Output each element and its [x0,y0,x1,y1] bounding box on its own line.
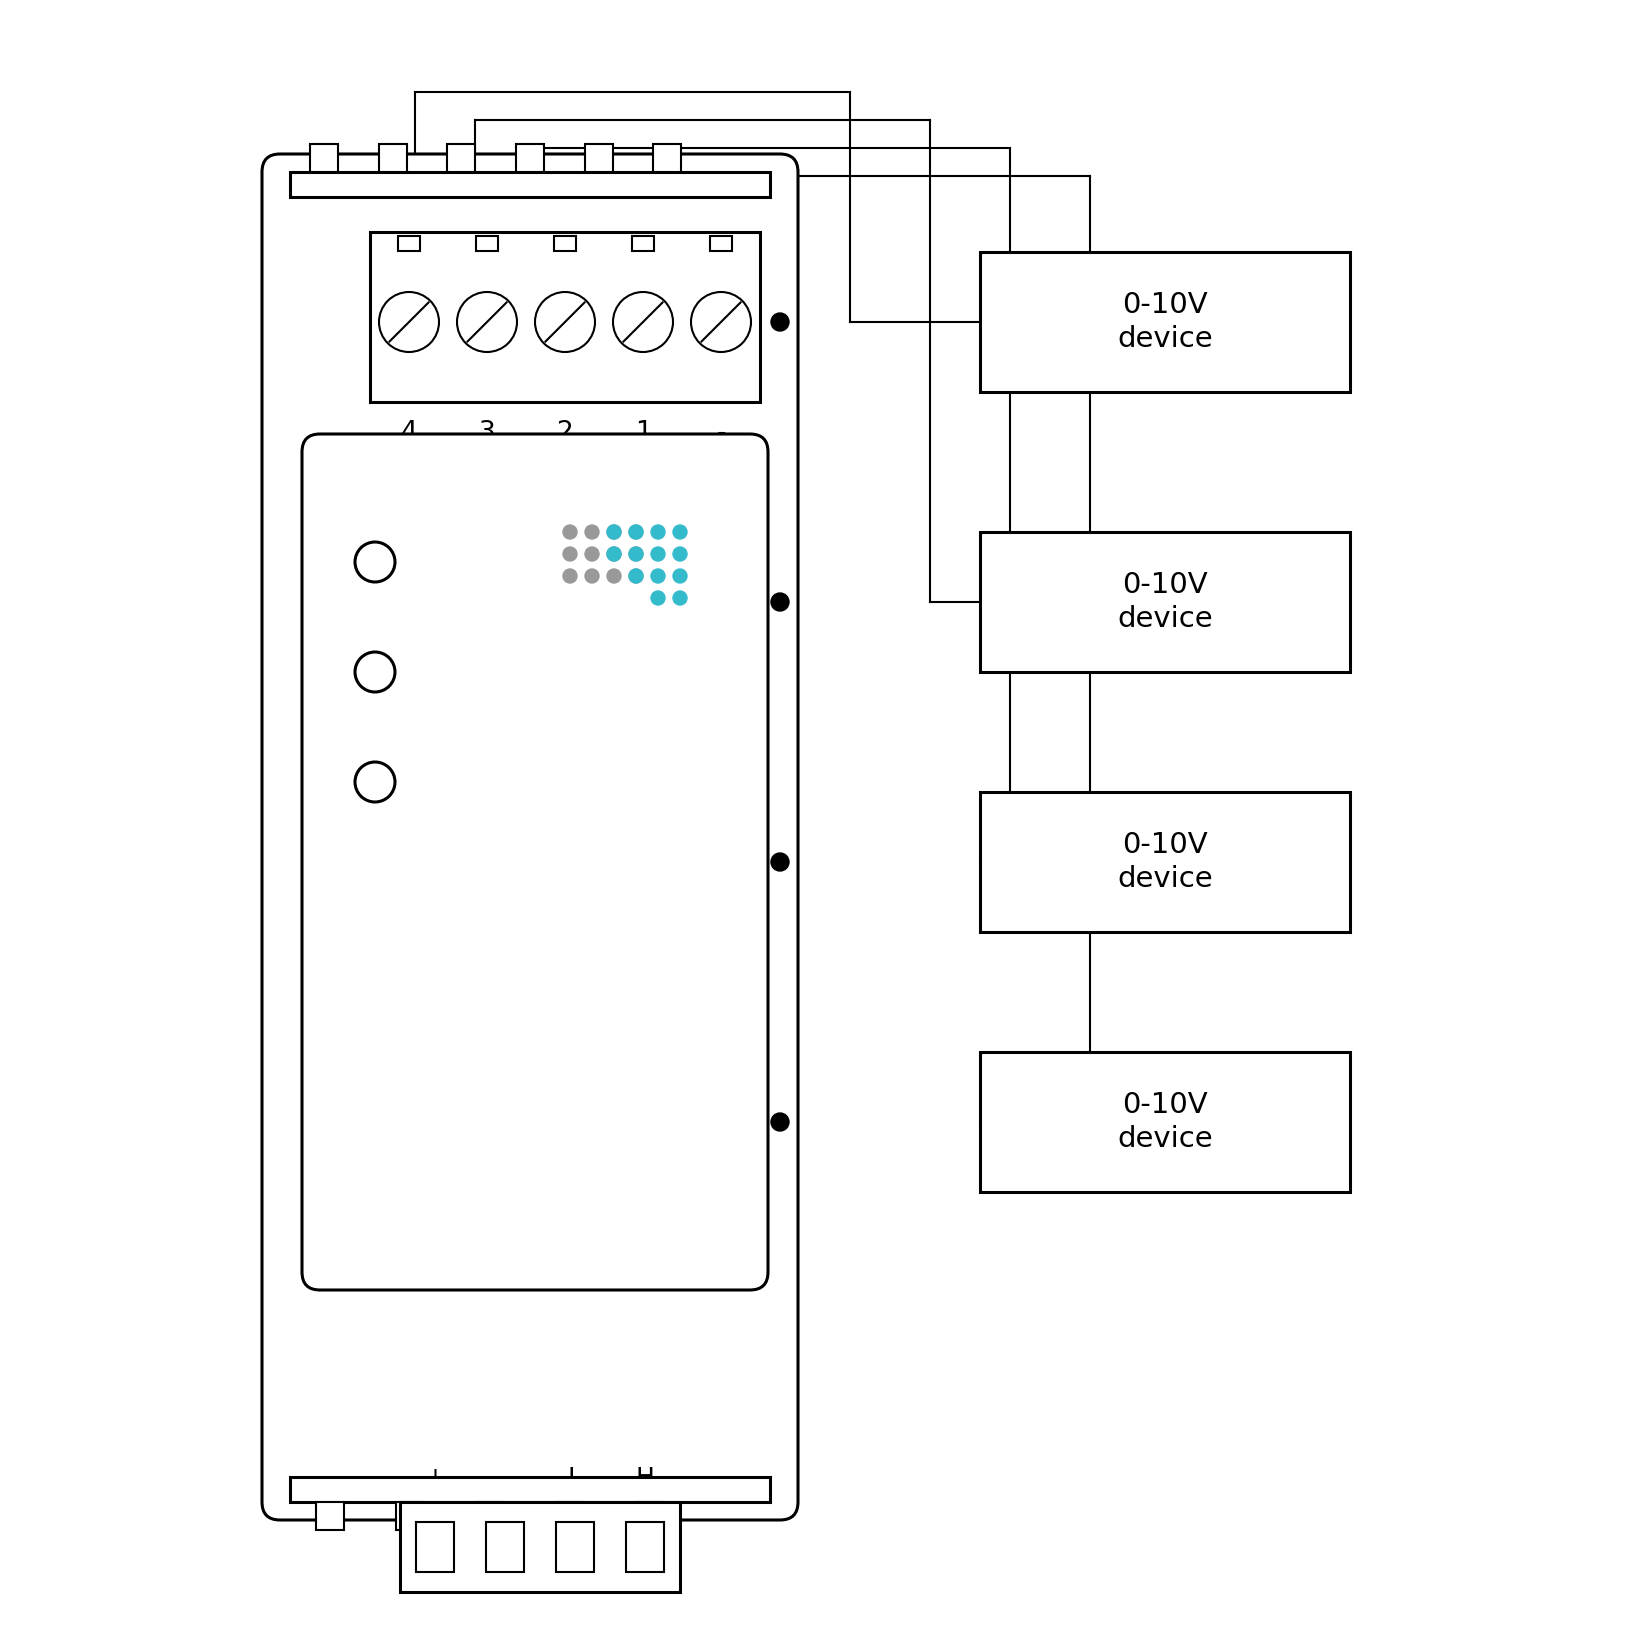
Circle shape [563,568,577,583]
Circle shape [585,568,600,583]
Circle shape [563,525,577,539]
Circle shape [651,525,666,539]
Text: L: L [568,1465,582,1490]
Circle shape [378,292,439,352]
Text: ERR: ERR [415,767,486,798]
FancyBboxPatch shape [302,434,768,1290]
Bar [557,1502,585,1530]
FancyBboxPatch shape [263,154,798,1520]
Bar [396,1502,425,1530]
Text: PWR: PWR [415,547,499,578]
Bar [398,236,420,251]
Circle shape [458,292,517,352]
Circle shape [651,591,666,605]
Bar [476,236,497,251]
Bar [476,1502,504,1530]
Circle shape [629,525,643,539]
Circle shape [771,312,790,330]
Circle shape [613,292,672,352]
Circle shape [606,547,621,562]
Text: +: + [425,1465,446,1490]
Text: -: - [717,420,725,446]
Text: 0-10V
device: 0-10V device [1117,570,1213,633]
Bar [636,1502,664,1530]
Circle shape [672,525,687,539]
Circle shape [629,568,643,583]
Circle shape [355,542,395,582]
Circle shape [606,547,621,562]
Bar [626,1521,664,1573]
Bar [311,144,339,172]
Text: ACT: ACT [415,656,486,687]
Circle shape [585,547,600,562]
Bar [486,1521,524,1573]
Text: 4: 4 [401,420,418,446]
Circle shape [535,292,595,352]
Circle shape [651,547,666,562]
Circle shape [651,568,666,583]
Text: 0-10V
device: 0-10V device [1117,831,1213,894]
Text: 0-10V
device: 0-10V device [1117,1090,1213,1153]
Bar [653,144,681,172]
Bar [557,1521,595,1573]
Bar [416,1521,454,1573]
Bar [980,1052,1350,1193]
Circle shape [672,591,687,605]
Circle shape [771,852,790,871]
Bar [370,231,760,401]
Circle shape [606,525,621,539]
Circle shape [672,568,687,583]
Bar [980,791,1350,932]
Circle shape [355,653,395,692]
Circle shape [585,525,600,539]
Circle shape [629,547,643,562]
Text: H: H [636,1465,654,1490]
Bar [980,532,1350,672]
Circle shape [606,568,621,583]
Text: 0-10V
device: 0-10V device [1117,291,1213,354]
Circle shape [629,525,643,539]
Bar [291,172,770,197]
Bar [378,144,406,172]
Bar [980,253,1350,392]
Circle shape [606,525,621,539]
Bar [710,236,732,251]
Bar [291,1477,770,1502]
Text: 2: 2 [557,420,573,446]
Bar [448,144,476,172]
Circle shape [629,568,643,583]
Bar [515,144,544,172]
Circle shape [563,547,577,562]
Text: 3: 3 [479,420,496,446]
Bar [553,236,577,251]
Circle shape [355,762,395,801]
Circle shape [771,1113,790,1132]
Bar [316,1502,344,1530]
Bar [585,144,613,172]
Circle shape [691,292,752,352]
Text: -: - [501,1465,509,1490]
Bar [400,1502,681,1593]
Bar [633,236,654,251]
Circle shape [672,547,687,562]
Text: 1: 1 [634,420,651,446]
Text: DW-010: DW-010 [375,1100,570,1143]
Circle shape [629,547,643,562]
Circle shape [771,593,790,611]
